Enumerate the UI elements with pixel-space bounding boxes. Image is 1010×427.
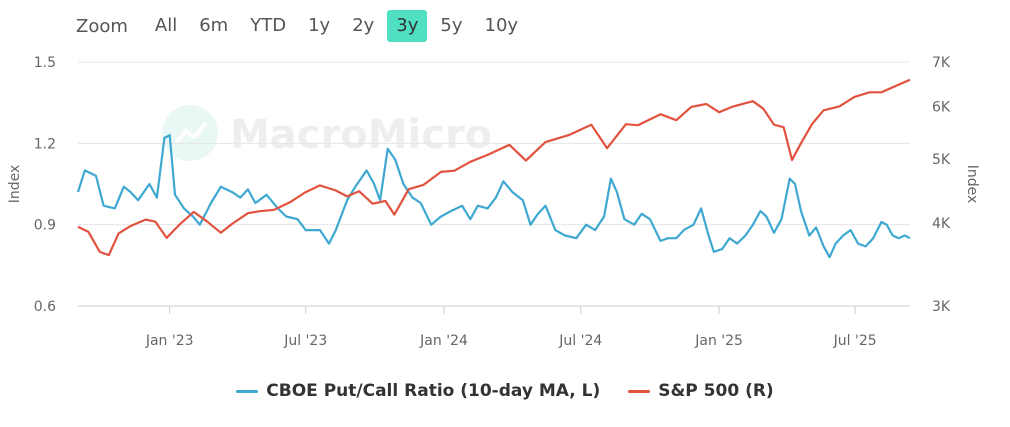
range-button-3y[interactable]: 3y — [387, 10, 428, 42]
watermark-logo-icon — [162, 105, 218, 161]
left-tick-label: 0.9 — [34, 218, 56, 234]
x-tick-label: Jul '24 — [558, 333, 602, 349]
legend: CBOE Put/Call Ratio (10-day MA, L) S&P 5… — [0, 381, 1010, 401]
range-button-1y[interactable]: 1y — [308, 15, 331, 36]
range-button-all[interactable]: All — [154, 15, 178, 36]
legend-item-putcall[interactable]: CBOE Put/Call Ratio (10-day MA, L) — [236, 381, 600, 401]
range-button-5y[interactable]: 5y — [440, 15, 463, 36]
right-axis-title: Index — [964, 165, 980, 204]
watermark: MacroMicro — [162, 105, 492, 161]
x-tick-label: Jul '25 — [833, 333, 877, 349]
left-tick-label: 1.2 — [34, 136, 56, 152]
right-y-axis: 3K 4K 5K 6K 7K — [932, 55, 951, 315]
legend-label-sp500: S&P 500 (R) — [658, 381, 774, 401]
watermark-text: MacroMicro — [230, 112, 492, 158]
legend-swatch-putcall — [236, 389, 259, 393]
left-y-axis: 0.6 0.9 1.2 1.5 — [34, 55, 56, 315]
range-button-6m[interactable]: 6m — [199, 15, 229, 36]
legend-item-sp500[interactable]: S&P 500 (R) — [628, 381, 774, 401]
gridlines — [78, 61, 910, 307]
series-group — [76, 78, 911, 259]
right-tick-label: 3K — [932, 299, 951, 315]
zoom-label: Zoom — [76, 15, 128, 37]
left-tick-label: 0.6 — [34, 299, 56, 315]
left-tick-label: 1.5 — [34, 55, 56, 71]
range-button-ytd[interactable]: YTD — [250, 15, 287, 36]
series-line-sp500 — [77, 78, 911, 257]
range-selector: Zoom All 6m YTD 1y 2y 3y 5y 10y — [70, 9, 531, 43]
x-tick-label: Jul '23 — [283, 333, 327, 349]
right-tick-label: 7K — [932, 55, 951, 71]
series-line-putcall — [76, 134, 911, 259]
x-tick-label: Jan '23 — [145, 333, 194, 349]
range-button-10y[interactable]: 10y — [484, 15, 519, 36]
legend-swatch-sp500 — [628, 389, 651, 393]
right-tick-label: 4K — [932, 216, 951, 232]
line-chart: MacroMicro Jan '23 Jul '23 Jan '24 Jul '24 J… — [7, 55, 980, 349]
right-tick-label: 5K — [932, 152, 951, 168]
legend-label-putcall: CBOE Put/Call Ratio (10-day MA, L) — [266, 381, 601, 401]
right-tick-label: 6K — [932, 99, 951, 115]
x-tick-label: Jan '25 — [694, 333, 743, 349]
x-axis: Jan '23 Jul '23 Jan '24 Jul '24 Jan '25 Jul '… — [78, 305, 910, 349]
watermark-logo-chart-icon — [174, 121, 208, 145]
left-axis-title: Index — [7, 165, 23, 204]
x-tick-label: Jan '24 — [419, 333, 468, 349]
range-button-2y[interactable]: 2y — [352, 15, 375, 36]
